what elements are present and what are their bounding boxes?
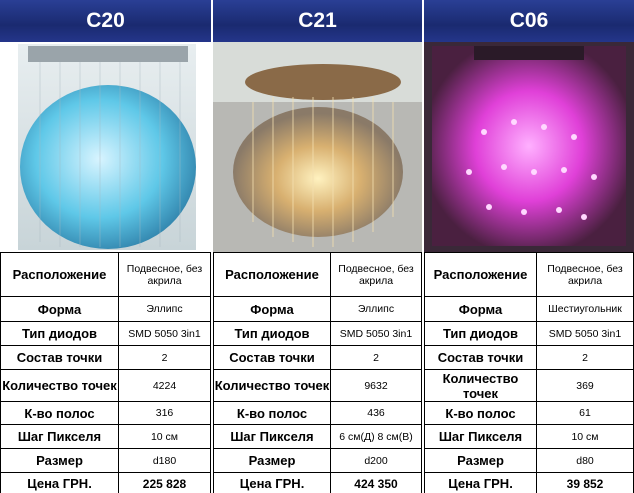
product-name: C21 <box>213 0 422 42</box>
spec-value: 4224 <box>118 369 211 402</box>
spec-value: 61 <box>536 401 634 425</box>
row-label: Цена ГРН. <box>424 472 537 493</box>
row-label: Форма <box>424 296 537 322</box>
spec-value: 2 <box>536 345 634 370</box>
row-label: Размер <box>213 448 331 473</box>
spec-value: Шестиугольник <box>536 296 634 322</box>
spec-value: 2 <box>118 345 211 370</box>
row-label: Шаг Пикселя <box>0 424 119 449</box>
spec-value: d200 <box>330 448 422 473</box>
row-label: Количество точек <box>424 369 537 402</box>
spec-value: SMD 5050 3in1 <box>118 321 211 346</box>
spec-value: d80 <box>536 448 634 473</box>
row-label: Шаг Пикселя <box>213 424 331 449</box>
row-label: Форма <box>0 296 119 322</box>
spec-value: 6 см(Д) 8 см(В) <box>330 424 422 449</box>
spec-value: 2 <box>330 345 422 370</box>
spec-value: 10 см <box>536 424 634 449</box>
row-label: Размер <box>0 448 119 473</box>
product-name: C06 <box>424 0 634 42</box>
product-name: C20 <box>0 0 211 42</box>
row-label: Состав точки <box>213 345 331 370</box>
row-label: Состав точки <box>0 345 119 370</box>
spec-value: 369 <box>536 369 634 402</box>
spec-value: 10 см <box>118 424 211 449</box>
product-photo <box>424 42 634 252</box>
row-label: К-во полос <box>424 401 537 425</box>
row-label: Состав точки <box>424 345 537 370</box>
spec-value: Подвесное, без акрила <box>536 252 634 297</box>
product-photo <box>213 42 422 252</box>
price: 225 828 <box>118 472 211 493</box>
row-label: Тип диодов <box>0 321 119 346</box>
row-label: Расположение <box>0 252 119 297</box>
row-label: Цена ГРН. <box>0 472 119 493</box>
row-label: К-во полос <box>0 401 119 425</box>
row-label: Тип диодов <box>424 321 537 346</box>
row-label: Форма <box>213 296 331 322</box>
product-photo <box>0 42 211 252</box>
row-label: Расположение <box>213 252 331 297</box>
price: 424 350 <box>330 472 422 493</box>
spec-value: SMD 5050 3in1 <box>330 321 422 346</box>
row-label: Расположение <box>424 252 537 297</box>
price: 39 852 <box>536 472 634 493</box>
spec-value: SMD 5050 3in1 <box>536 321 634 346</box>
spec-value: Эллипс <box>330 296 422 322</box>
row-label: Количество точек <box>0 369 119 402</box>
row-label: Тип диодов <box>213 321 331 346</box>
spec-value: d180 <box>118 448 211 473</box>
spec-value: Подвесное, без акрила <box>330 252 422 297</box>
spec-value: 436 <box>330 401 422 425</box>
spec-value: 9632 <box>330 369 422 402</box>
row-label: Количество точек <box>213 369 331 402</box>
row-label: Цена ГРН. <box>213 472 331 493</box>
row-label: Шаг Пикселя <box>424 424 537 449</box>
spec-value: Эллипс <box>118 296 211 322</box>
spec-value: 316 <box>118 401 211 425</box>
spec-value: Подвесное, без акрила <box>118 252 211 297</box>
row-label: К-во полос <box>213 401 331 425</box>
row-label: Размер <box>424 448 537 473</box>
